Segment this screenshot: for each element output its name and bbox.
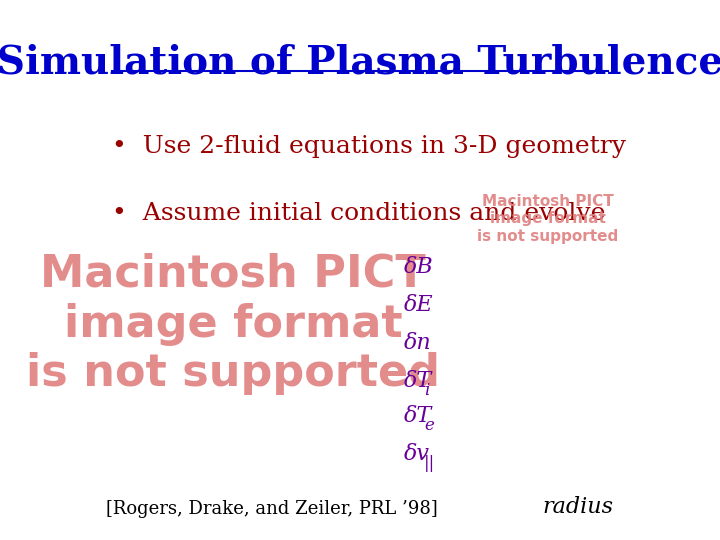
Text: Simulation of Plasma Turbulence: Simulation of Plasma Turbulence <box>0 43 720 81</box>
Text: •  Use 2-fluid equations in 3-D geometry: • Use 2-fluid equations in 3-D geometry <box>112 135 626 158</box>
Text: i: i <box>424 382 429 399</box>
Text: δn: δn <box>404 332 432 354</box>
Text: radius: radius <box>543 496 614 518</box>
Text: δT: δT <box>404 370 433 392</box>
Text: δv: δv <box>404 443 430 464</box>
Text: [Rogers, Drake, and Zeiler, PRL ’98]: [Rogers, Drake, and Zeiler, PRL ’98] <box>106 501 438 518</box>
Text: δE: δE <box>404 294 433 316</box>
Text: Macintosh PICT
image format
is not supported: Macintosh PICT image format is not suppo… <box>26 253 440 395</box>
Text: δT: δT <box>404 405 433 427</box>
Text: Macintosh PICT
image format
is not supported: Macintosh PICT image format is not suppo… <box>477 194 618 244</box>
Text: ||: || <box>424 455 436 472</box>
Text: •  Assume initial conditions and evolve: • Assume initial conditions and evolve <box>112 202 605 226</box>
Text: δB: δB <box>404 256 434 278</box>
Text: e: e <box>424 417 434 434</box>
